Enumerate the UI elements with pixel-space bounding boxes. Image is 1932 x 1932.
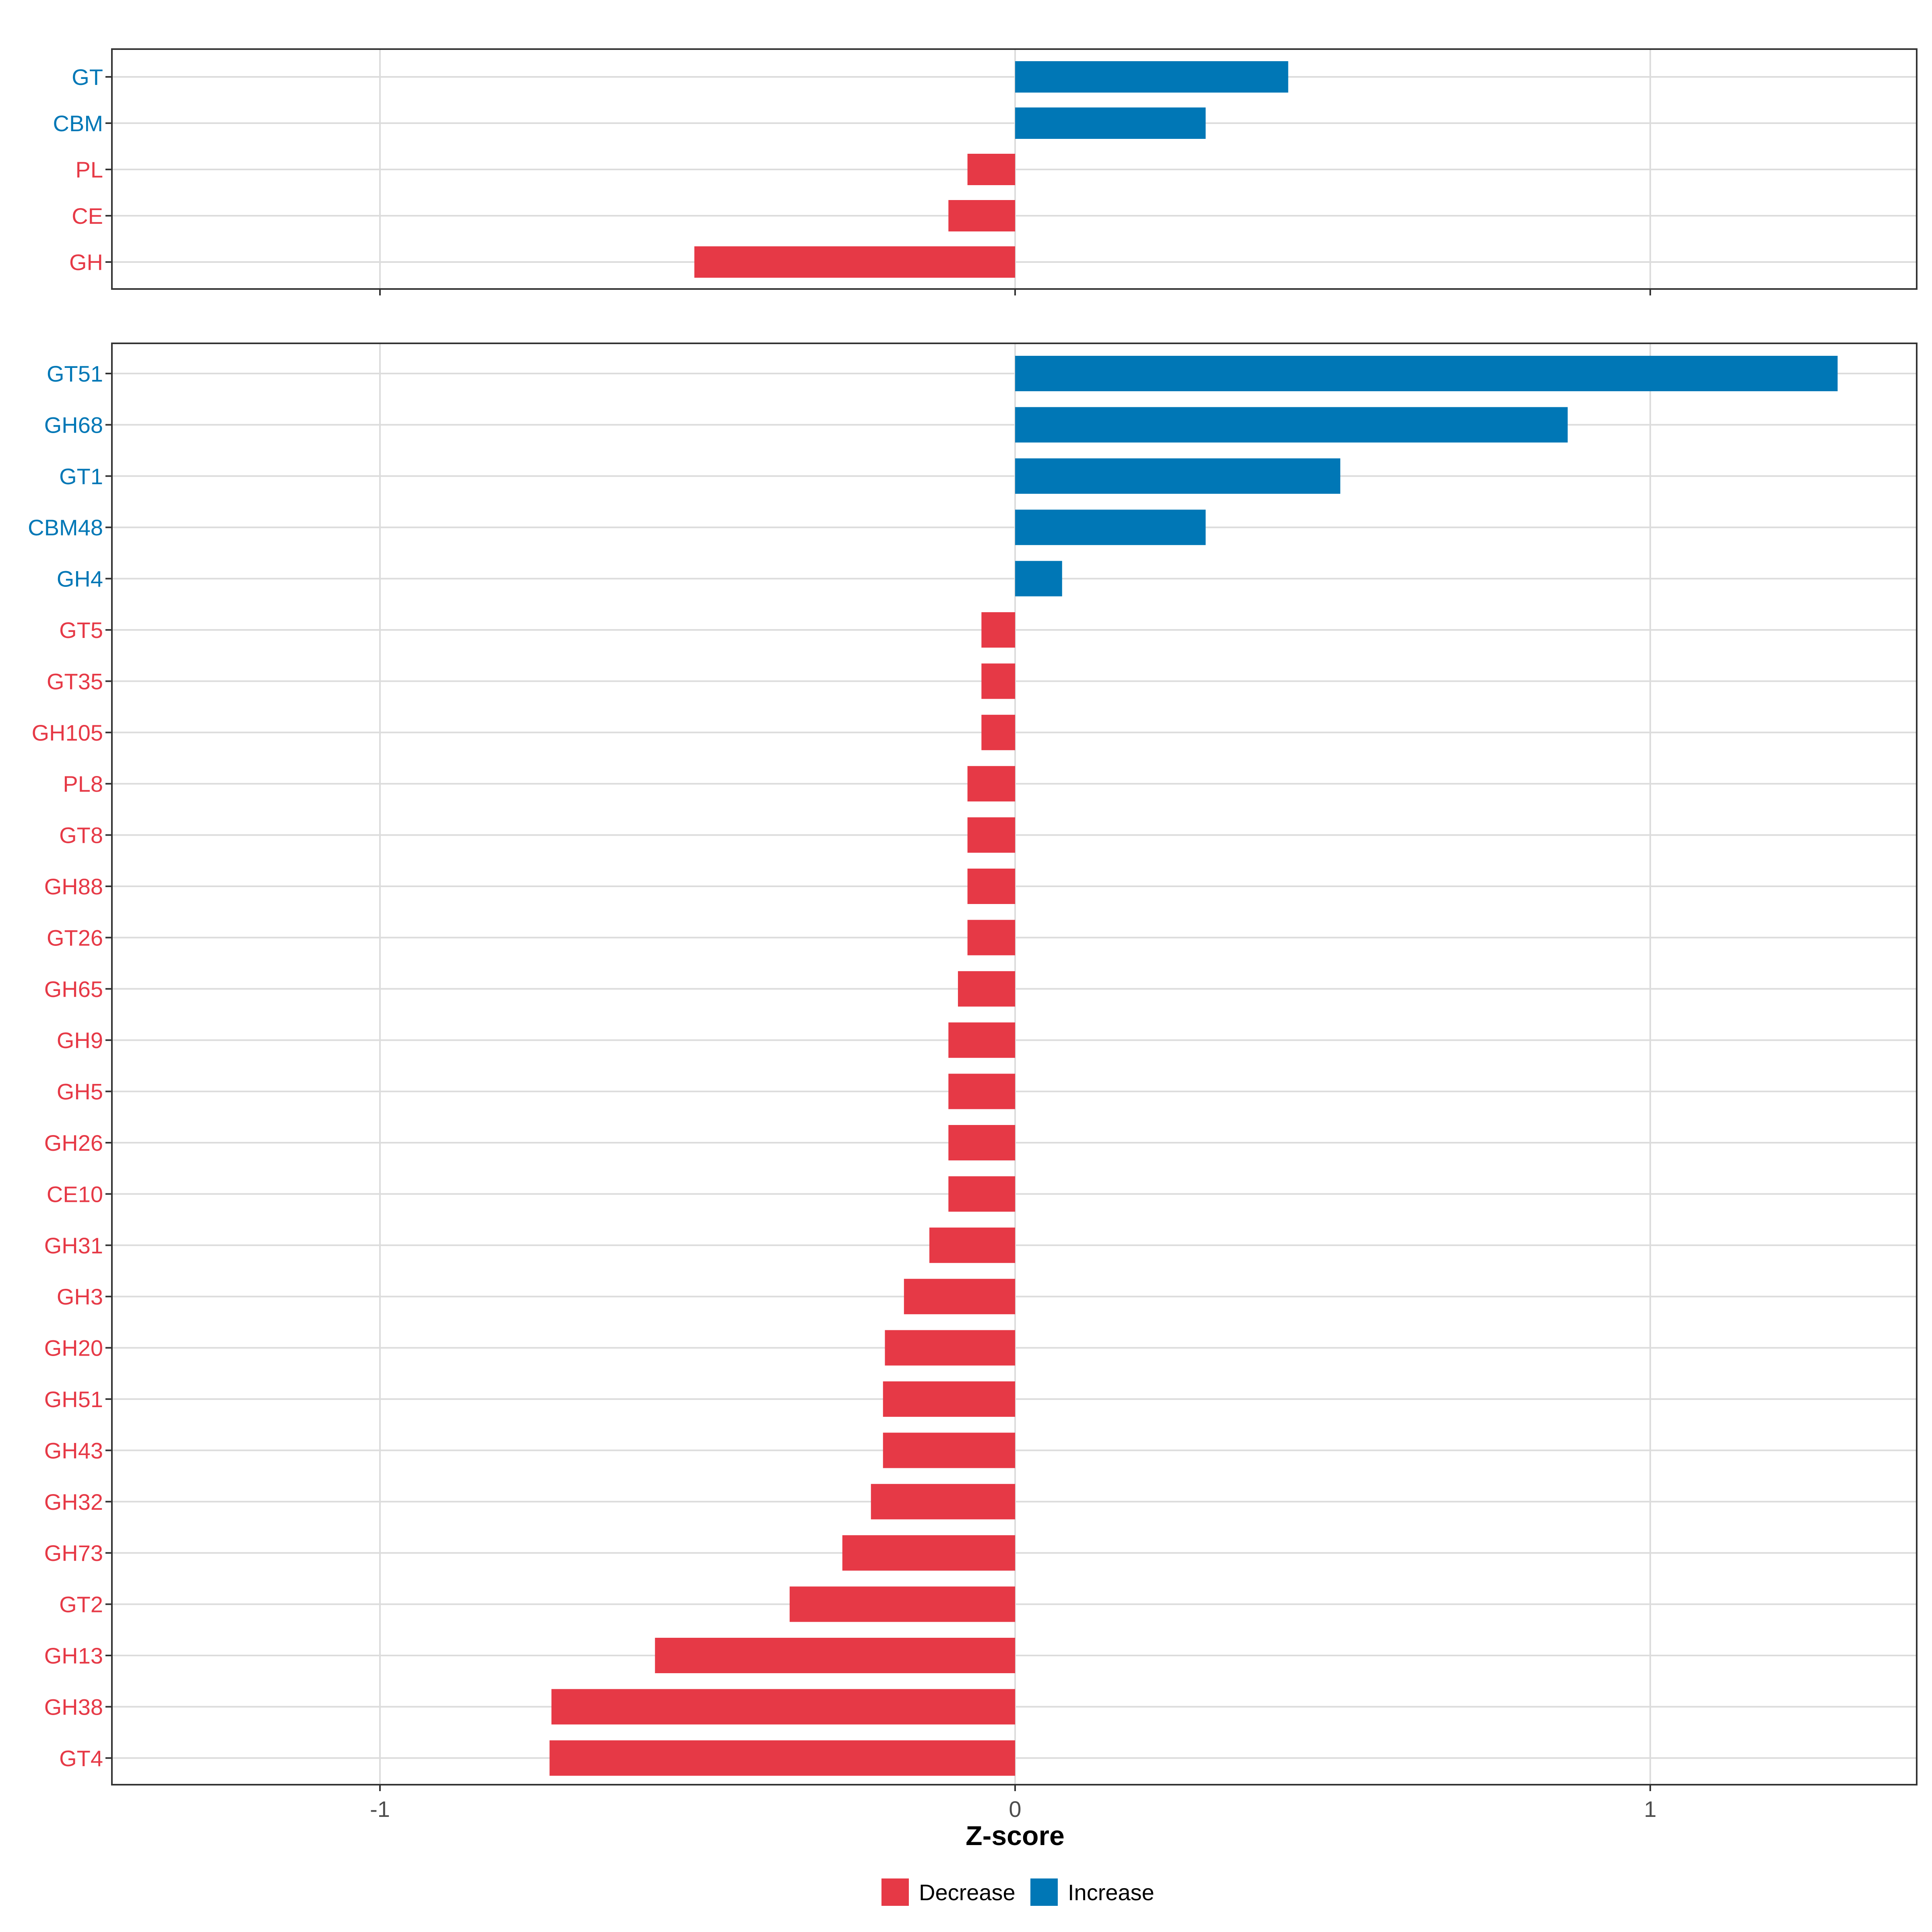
panel-class: GT CBM PL CE GH [53,48,1918,295]
y-tick-label-GT51: GT51 [47,361,103,386]
y-tick-label-GT5: GT5 [59,617,103,643]
bar-GH32 [871,1484,1015,1519]
x-axis-title: Z-score [966,1821,1065,1851]
x-tick-label: -1 [370,1796,390,1822]
y-tick-label-GH73: GH73 [44,1540,103,1566]
bar-GT1 [1015,458,1340,494]
y-tick-label-PL: PL [76,157,103,182]
bar-GH73 [842,1535,1015,1571]
legend-label-decrease: Decrease [919,1880,1016,1905]
bar-GH26 [948,1125,1015,1160]
bar-CBM [1015,107,1206,139]
y-tick-label-CE10: CE10 [47,1181,103,1207]
panel-family: GT51 GH68 GT1 CBM48 GH4 GT5 GT35 GH105 PL8 GT8 GH8… [28,343,1918,1791]
bar-GH4 [1015,561,1062,597]
y-tick-label-GT1: GT1 [59,464,103,489]
bar-CBM48 [1015,510,1206,545]
y-tick-label-GH3: GH3 [57,1284,103,1309]
legend-swatch-increase [1030,1878,1058,1906]
y-tick-label-GT35: GT35 [47,669,103,694]
bar-GT26 [967,920,1015,956]
y-tick-label-GH13: GH13 [44,1643,103,1668]
x-tick-label: 0 [1009,1796,1021,1822]
y-tick-label-GH65: GH65 [44,976,103,1002]
y-tick-label-GH32: GH32 [44,1489,103,1515]
y-tick-label-GH43: GH43 [44,1438,103,1463]
bar-GT5 [981,612,1015,648]
y-tick-label-GT4: GT4 [59,1746,103,1771]
y-tick-label-GT: GT [72,64,103,90]
bar-GT8 [967,817,1015,853]
bar-PL8 [967,766,1015,802]
bar-CE10 [948,1176,1015,1212]
y-tick-label-CBM48: CBM48 [28,515,103,540]
bar-GH105 [981,714,1015,750]
y-tick-label-GH: GH [69,250,103,275]
bar-GT [1015,61,1288,93]
legend-label-increase: Increase [1068,1880,1154,1905]
y-tick-label-PL8: PL8 [63,771,103,797]
legend-swatch-decrease [881,1878,909,1906]
bar-GH51 [883,1381,1015,1417]
x-tick-label: 1 [1644,1796,1656,1822]
bar-GH3 [904,1279,1015,1315]
bar-GH65 [958,971,1015,1007]
y-tick-label-GH51: GH51 [44,1387,103,1412]
y-tick-label-GH105: GH105 [32,720,103,745]
y-tick-label-GH88: GH88 [44,874,103,899]
y-tick-label-GH9: GH9 [57,1028,103,1053]
bar-GH [694,246,1015,278]
y-tick-label-GH68: GH68 [44,412,103,438]
y-tick-label-GT8: GT8 [59,823,103,848]
legend: Decrease Increase [881,1878,1154,1906]
bar-GH68 [1015,407,1568,443]
bar-GT51 [1015,356,1838,391]
y-tick-label-GH5: GH5 [57,1079,103,1104]
bar-GH31 [929,1227,1015,1263]
bar-PL [967,154,1015,185]
y-tick-label-GT26: GT26 [47,925,103,950]
bar-GH38 [551,1689,1015,1725]
y-tick-label-CBM: CBM [53,111,103,136]
y-tick-label-GH38: GH38 [44,1694,103,1719]
y-tick-label-GH26: GH26 [44,1130,103,1156]
bar-GH20 [885,1330,1015,1366]
bar-CE [948,200,1015,231]
y-tick-label-GT2: GT2 [59,1592,103,1617]
bar-GH43 [883,1432,1015,1468]
bar-GH5 [948,1073,1015,1109]
bar-GT2 [789,1586,1015,1622]
y-tick-label-GH4: GH4 [57,566,103,592]
bar-GH9 [948,1022,1015,1058]
bar-GT4 [549,1740,1015,1776]
bar-GH88 [967,869,1015,904]
y-tick-label-GH20: GH20 [44,1335,103,1361]
y-tick-label-GH31: GH31 [44,1233,103,1258]
y-tick-label-CE: CE [72,203,103,229]
x-axis: -1 0 1 [370,1796,1656,1822]
bar-GH13 [655,1638,1015,1673]
bar-GT35 [981,663,1015,699]
